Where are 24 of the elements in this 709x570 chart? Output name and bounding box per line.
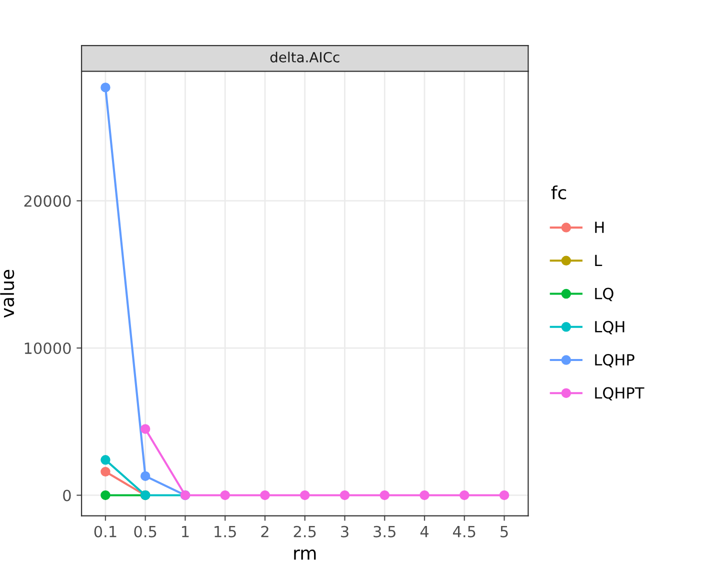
legend-label: LQHP: [595, 354, 634, 368]
x-tick-label: 1.5: [214, 526, 236, 538]
x-tick-label: 0.5: [134, 526, 156, 538]
x-tick-label: 0.1: [94, 526, 116, 538]
y-tick-label: 20000: [24, 195, 71, 207]
legend-label: H: [595, 222, 604, 233]
legend-label: LQ: [595, 288, 614, 302]
y-tick-label: 10000: [24, 342, 71, 354]
chart-title: delta.AICc: [270, 52, 340, 62]
x-tick-label: 4: [420, 526, 429, 538]
x-tick-label: 4.5: [452, 526, 476, 538]
x-axis-title: rm: [294, 550, 316, 560]
x-tick-label: 2.5: [294, 526, 316, 538]
x-tick-label: 1: [182, 526, 189, 538]
legend-label: LQH: [595, 320, 624, 334]
y-tick-label: 0: [63, 490, 71, 502]
legend-label: L: [595, 254, 602, 266]
legend-label: LQHPT: [595, 387, 644, 400]
x-tick-label: 5: [500, 526, 508, 538]
x-tick-label: 3: [341, 526, 348, 538]
legend-title: fc: [551, 185, 566, 200]
x-tick-label: 2: [261, 526, 268, 538]
x-tick-label: 3.5: [374, 526, 396, 538]
y-axis-title: value: [0, 270, 14, 318]
